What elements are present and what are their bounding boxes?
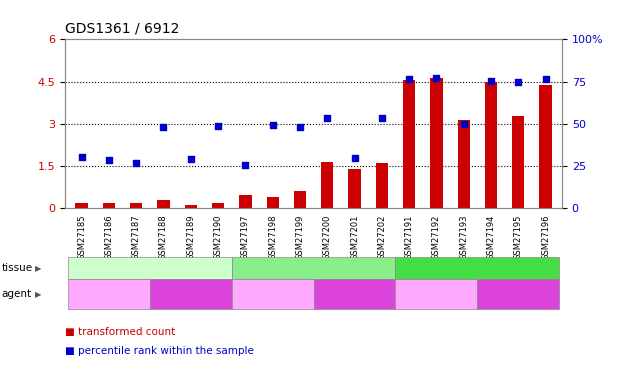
Text: meibomian gland: meibomian gland [432,263,523,273]
Bar [239,195,252,208]
Bar [376,163,388,208]
Point [240,162,250,168]
Text: agent: agent [1,290,32,299]
Point [76,154,86,160]
Point [541,76,551,82]
Text: ▶: ▶ [35,264,42,273]
Text: testosterone: testosterone [486,290,551,299]
Point [486,78,496,84]
Text: ▶: ▶ [35,290,42,299]
Bar [458,120,470,208]
Bar [294,191,306,208]
Point [459,122,469,128]
Bar [403,80,415,208]
Point [131,160,141,166]
Point [104,158,114,164]
Point [377,115,387,121]
Point [295,124,305,130]
Text: control: control [91,290,127,299]
Bar [540,85,552,208]
Bar [130,203,142,208]
Bar [184,205,197,208]
Text: GDS1361 / 6912: GDS1361 / 6912 [65,22,179,36]
Point [213,123,223,129]
Point [404,76,414,82]
Bar [266,197,279,208]
Point [432,75,442,81]
Text: tissue: tissue [1,263,32,273]
Text: control: control [419,290,455,299]
Text: lacrimal gland: lacrimal gland [112,263,187,273]
Text: testosterone: testosterone [158,290,224,299]
Text: control: control [255,290,291,299]
Bar [157,200,170,208]
Bar [485,82,497,208]
Point [186,156,196,162]
Point [322,115,332,121]
Text: submandibular gland: submandibular gland [258,263,369,273]
Bar [512,116,525,208]
Point [158,124,168,130]
Bar [102,203,115,208]
Text: ■ percentile rank within the sample: ■ percentile rank within the sample [65,346,254,355]
Bar [75,203,88,208]
Bar [348,169,361,208]
Bar [212,203,224,208]
Point [514,79,524,85]
Point [268,122,278,128]
Point [350,154,360,160]
Bar [321,162,333,208]
Text: ■ transformed count: ■ transformed count [65,327,176,337]
Bar [430,78,443,208]
Text: testosterone: testosterone [322,290,388,299]
